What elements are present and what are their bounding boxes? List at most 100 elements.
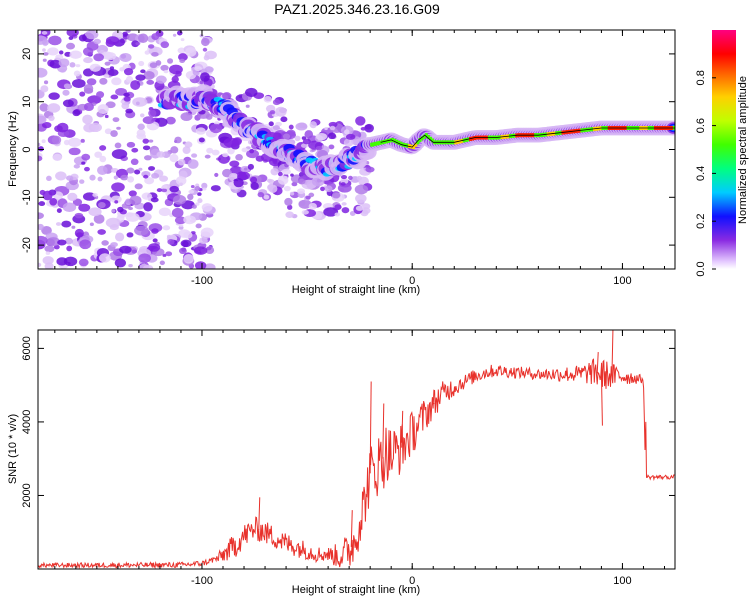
spectrogram-blob — [245, 87, 258, 97]
spectrogram-blob — [67, 192, 78, 202]
spectrogram-blob — [112, 117, 120, 123]
colorbar-label: Normalized spectral amplitude — [737, 76, 749, 224]
spectrogram-blob — [180, 112, 193, 121]
spectrogram-blob — [86, 78, 97, 86]
spectrogram-blob — [167, 58, 174, 64]
spectrogram-blob — [47, 103, 61, 113]
spectrogram-blob — [170, 146, 179, 154]
spectrogram-blob — [237, 171, 247, 179]
spectrogram-blob — [71, 225, 76, 229]
spectrogram-blob — [68, 147, 81, 156]
spectrogram-xtick-label: 100 — [613, 275, 631, 287]
snr-ticks: -100 0 100 2000 4000 6000 — [21, 330, 675, 587]
spectrogram-blob — [328, 144, 335, 150]
spectrogram-blob — [185, 47, 197, 57]
spectrogram-ridge-core — [395, 139, 399, 144]
spectrogram-blob — [148, 139, 154, 143]
spectrogram-blob — [101, 240, 109, 246]
spectrogram-blob — [134, 169, 141, 175]
spectrogram-blob — [43, 80, 49, 85]
spectrogram-blob — [129, 195, 142, 206]
spectrogram-blob — [123, 92, 130, 97]
spectrogram-blob — [75, 64, 81, 68]
spectrogram-ridge-line — [380, 127, 675, 148]
spectrogram-blob — [89, 174, 96, 181]
spectrogram-ridge-core — [397, 140, 401, 145]
spectrogram-blob — [171, 75, 179, 83]
spectrogram-blob — [38, 235, 48, 245]
spectrogram-blob — [148, 243, 161, 252]
spectrogram-blob — [68, 36, 74, 41]
spectrogram-blob — [45, 251, 51, 255]
spectrogram-blob — [268, 121, 274, 127]
spectrogram-blob — [96, 91, 105, 99]
spectrogram-blob — [169, 185, 179, 193]
spectrogram-blob — [142, 116, 155, 124]
spectrogram-blob — [227, 147, 235, 155]
spectrogram-blob — [194, 186, 201, 191]
spectrogram-blob — [201, 37, 210, 47]
spectrogram-blob — [97, 165, 108, 176]
spectrogram-blob — [126, 141, 136, 148]
spectrogram-blob — [120, 174, 129, 181]
spectrogram-blob — [92, 193, 98, 197]
spectrogram-blob — [355, 205, 364, 211]
spectrogram-blob — [122, 31, 128, 37]
spectrogram-ridge-core — [414, 142, 418, 147]
spectrogram-blob — [297, 188, 306, 195]
colorbar-tick-label: 0.4 — [695, 166, 707, 181]
snr-ytick-label: 4000 — [21, 410, 33, 434]
snr-panel: -100 0 100 2000 4000 6000 Height of straight … — [7, 329, 676, 596]
spectrogram-blob — [84, 166, 90, 172]
spectrogram-blob — [301, 209, 309, 215]
spectrogram-blob — [119, 52, 132, 62]
spectrogram-blob — [69, 62, 76, 68]
spectrogram-blob — [111, 149, 128, 159]
spectrogram-blob — [158, 207, 171, 217]
spectrogram-blob — [272, 125, 280, 131]
spectrogram-blob — [131, 249, 138, 254]
spectrogram-blob — [55, 222, 62, 226]
spectrogram-blob — [214, 172, 219, 177]
spectrogram-blob — [355, 116, 366, 126]
spectrogram-blob — [197, 192, 202, 196]
spectrogram-blob — [345, 133, 356, 140]
spectrogram-blob — [187, 159, 199, 169]
spectrogram-blob — [287, 204, 293, 210]
colorbar-tick-label: 0.8 — [695, 70, 707, 85]
spectrogram-blob — [97, 176, 103, 182]
spectrogram-blob — [134, 183, 143, 190]
spectrogram-blob — [111, 182, 125, 192]
spectrogram-blob — [99, 145, 107, 151]
spectrogram-blob — [94, 151, 103, 158]
spectrogram-blob — [143, 202, 153, 212]
spectrogram-blob — [110, 195, 122, 204]
spectrogram-blob — [84, 30, 99, 40]
spectrogram-blob — [184, 141, 193, 148]
spectrogram-blob — [280, 116, 288, 123]
spectrogram-xtick-label: 0 — [409, 275, 415, 287]
spectrogram-blob — [277, 175, 289, 185]
spectrogram-blob — [182, 146, 191, 155]
spectrogram-blob — [150, 197, 159, 203]
spectrogram-blob — [151, 33, 160, 41]
spectrogram-blob — [199, 80, 204, 85]
snr-spike — [382, 403, 385, 459]
spectrogram-blob — [160, 64, 169, 72]
spectrogram-blob — [41, 31, 48, 35]
spectrogram-blob — [74, 212, 84, 219]
spectrogram-ridge-core — [399, 141, 403, 146]
snr-spike — [369, 381, 372, 474]
spectrogram-blob — [126, 232, 134, 238]
spectrogram-ridge-core — [370, 142, 374, 147]
spectrogram-blob — [78, 258, 89, 267]
spectrogram-blob — [235, 154, 243, 161]
spectrogram-blob — [354, 184, 369, 195]
spectrogram-blob — [281, 168, 291, 175]
spectrogram-blob — [73, 70, 81, 77]
spectrogram-blob — [104, 61, 111, 66]
spectrogram-blob — [128, 263, 133, 268]
spectrogram-blob — [277, 171, 283, 177]
spectrogram-blob — [178, 53, 188, 62]
spectrogram-blob — [52, 153, 63, 161]
